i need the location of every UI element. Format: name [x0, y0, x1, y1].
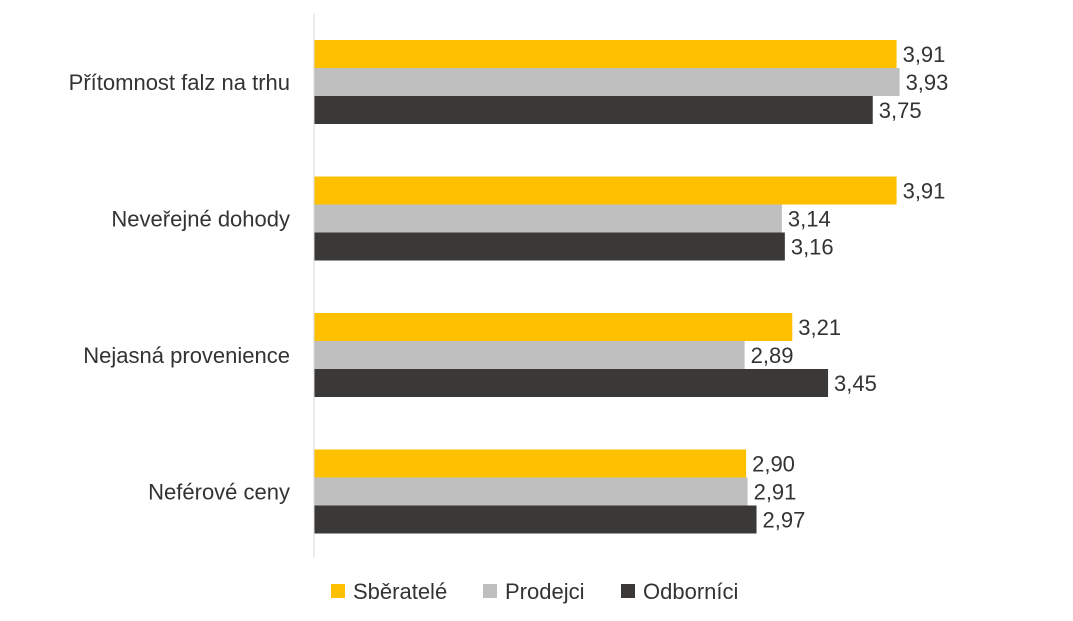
legend-label: Prodejci: [505, 579, 584, 604]
legend: Sběratelé Prodejci Odborníci: [331, 579, 738, 604]
bar: [314, 204, 782, 233]
data-label: 3,16: [791, 235, 834, 260]
data-label: 2,89: [751, 343, 794, 368]
data-label: 2,97: [763, 508, 806, 533]
category-label: Neférové ceny: [148, 480, 290, 505]
labels-layer: Přítomnost falz na trhu 3,91 3,93 3,75 Neveř…: [69, 42, 949, 533]
legend-label: Odborníci: [643, 579, 738, 604]
bar: [314, 232, 785, 261]
data-label: 3,91: [903, 42, 946, 67]
data-label: 3,21: [798, 315, 841, 340]
bar: [314, 449, 747, 478]
data-label: 3,14: [788, 207, 831, 232]
data-label: 3,45: [834, 371, 877, 396]
category-label: Neveřejné dohody: [111, 207, 290, 232]
bar: [314, 313, 793, 341]
category-label: Nejasná provenience: [83, 343, 290, 368]
bars-layer: [314, 40, 900, 534]
legend-swatch: [331, 584, 345, 598]
bar: [314, 369, 829, 397]
data-label: 2,91: [754, 480, 797, 505]
data-label: 3,75: [879, 98, 922, 123]
bar: [314, 40, 897, 68]
category-label: Přítomnost falz na trhu: [69, 70, 290, 95]
bar: [314, 505, 757, 534]
data-label: 2,90: [752, 452, 795, 477]
legend-swatch: [483, 584, 497, 598]
legend-swatch: [621, 584, 635, 598]
bar: [314, 176, 897, 205]
bar: [314, 341, 745, 369]
bar: [314, 96, 873, 124]
legend-label: Sběratelé: [353, 579, 447, 604]
data-label: 3,91: [903, 179, 946, 204]
bar: [314, 477, 748, 506]
data-label: 3,93: [906, 70, 949, 95]
bar: [314, 68, 900, 96]
